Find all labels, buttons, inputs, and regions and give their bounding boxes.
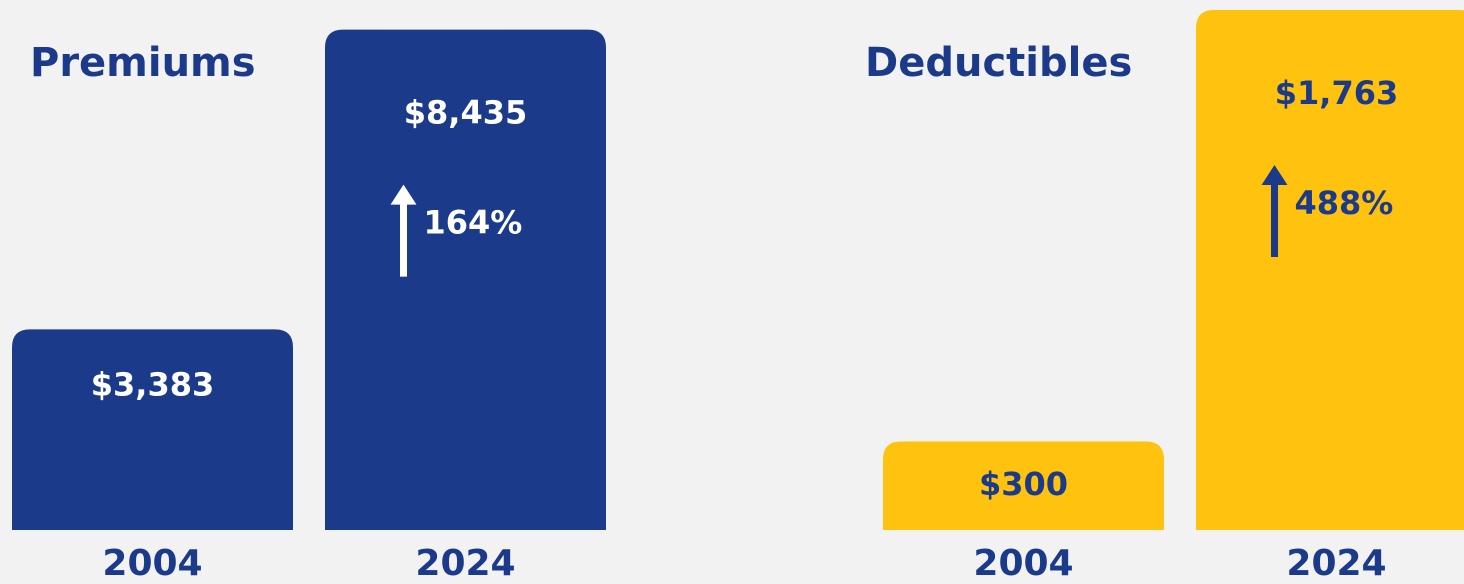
bar xyxy=(1196,10,1464,530)
change-label: 164% xyxy=(424,204,523,242)
x-tick-label: 2024 xyxy=(1286,543,1386,584)
x-tick-label: 2004 xyxy=(102,543,202,584)
x-tick-label: 2004 xyxy=(973,543,1073,584)
bar xyxy=(12,329,293,530)
x-tick-label: 2024 xyxy=(415,543,515,584)
arrow-head xyxy=(1261,165,1288,186)
chart-title: Premiums xyxy=(30,40,256,86)
value-label: $3,383 xyxy=(91,365,214,403)
bar xyxy=(883,441,1164,530)
value-label: $8,435 xyxy=(404,94,527,132)
change-label: 488% xyxy=(1295,184,1394,222)
chart-title: Deductibles xyxy=(865,40,1132,86)
value-label: $1,763 xyxy=(1275,74,1398,112)
value-label: $300 xyxy=(979,465,1068,503)
arrow-head xyxy=(390,184,417,205)
bar xyxy=(325,29,606,530)
